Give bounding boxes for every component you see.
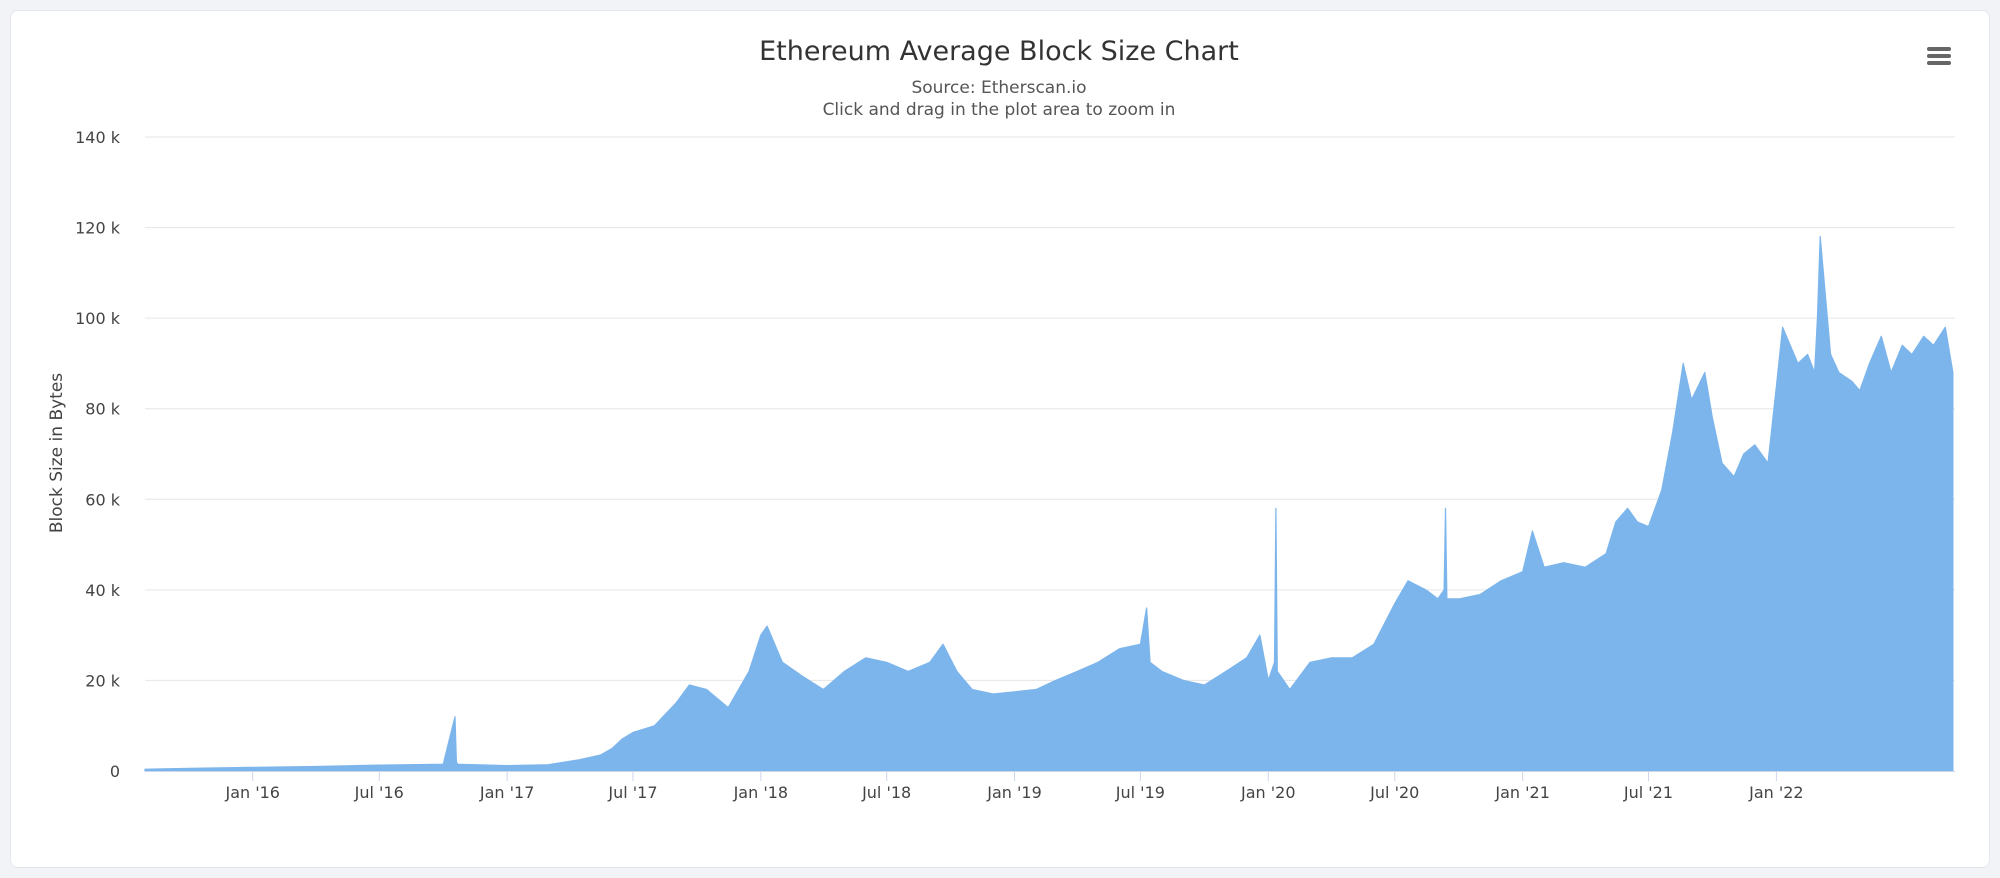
- y-tick-label: 20 k: [85, 671, 120, 690]
- y-tick-label: 40 k: [85, 581, 120, 600]
- menu-line: [1927, 54, 1951, 58]
- area-series-path: [144, 236, 1954, 772]
- x-tick-label: Jul '16: [354, 783, 404, 802]
- y-tick-label: 0: [110, 762, 120, 781]
- x-tick-label: Jan '21: [1494, 783, 1550, 802]
- x-tick-label: Jan '16: [224, 783, 280, 802]
- x-tick-label: Jan '22: [1748, 783, 1804, 802]
- y-tick-label: 60 k: [85, 490, 120, 509]
- chart-title: Ethereum Average Block Size Chart: [759, 36, 1239, 67]
- x-tick-label: Jan '17: [479, 783, 535, 802]
- x-tick-label: Jul '17: [607, 783, 657, 802]
- menu-line: [1927, 61, 1951, 65]
- y-tick-label: 80 k: [85, 400, 120, 419]
- y-tick-label: 140 k: [75, 128, 121, 147]
- x-tick-label: Jul '21: [1623, 783, 1673, 802]
- x-axis-labels: Jan '16 Jul '16 Jan '17 Jul '17 Jan '18 Jul '…: [224, 771, 1804, 802]
- menu-line: [1927, 47, 1951, 51]
- x-tick-label: Jan '19: [986, 783, 1042, 802]
- y-tick-label: 120 k: [75, 219, 121, 238]
- y-axis: 0 20 k 40 k 60 k 80 k 100 k 120 k 140 k: [75, 128, 121, 781]
- chart-subtitle-hint: Click and drag in the plot area to zoom …: [822, 100, 1176, 120]
- x-tick-label: Jul '20: [1369, 783, 1419, 802]
- area-series: [144, 236, 1954, 772]
- y-tick-label: 100 k: [75, 309, 121, 328]
- chart-subtitle-source: Source: Etherscan.io: [911, 78, 1087, 98]
- x-tick-label: Jan '20: [1240, 783, 1296, 802]
- x-tick-label: Jan '18: [733, 783, 789, 802]
- y-axis-title: Block Size in Bytes: [47, 373, 67, 533]
- x-tick-label: Jul '19: [1115, 783, 1165, 802]
- hamburger-menu-icon[interactable]: [1924, 44, 1954, 70]
- x-tick-label: Jul '18: [861, 783, 911, 802]
